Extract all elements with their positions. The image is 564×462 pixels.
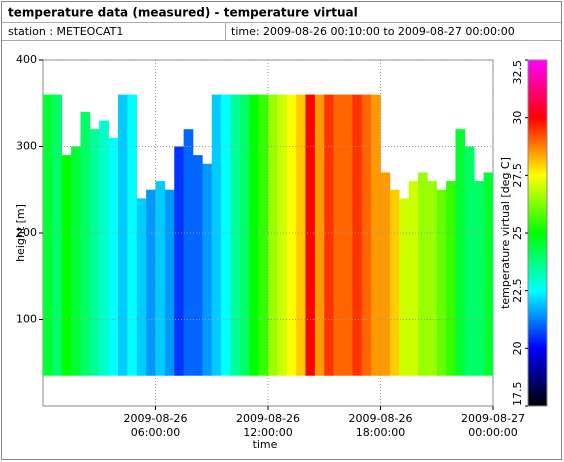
colorbar-tick-label: 27.5	[511, 163, 524, 188]
heat-cell	[249, 94, 259, 376]
heat-cell	[436, 189, 447, 376]
heat-cell	[230, 94, 241, 376]
station: station : METEOCAT1	[8, 25, 123, 38]
x-axis-label: time	[253, 438, 278, 451]
colorbar-tick-label: 22.5	[511, 278, 524, 303]
heat-cell	[183, 129, 194, 376]
y-tick-label: 300	[16, 140, 37, 153]
heat-cell	[296, 94, 306, 376]
heat-cell	[446, 181, 456, 376]
colorbar-tick-label: 25	[511, 226, 524, 240]
y-tick-label: 100	[16, 313, 37, 326]
x-tick-label: 2009-08-27	[461, 412, 525, 425]
colorbar-tick-label: 30	[511, 111, 524, 125]
heat-cell	[333, 94, 344, 376]
x-tick-label: 2009-08-26	[124, 412, 188, 425]
heat-cell	[455, 129, 466, 376]
heat-cell	[343, 94, 353, 376]
heat-cell	[324, 94, 334, 376]
colorbar-tick-label: 32.5	[511, 60, 524, 85]
colorbar-tick-label: 17.5	[511, 382, 524, 407]
x-tick-label: 2009-08-26	[236, 412, 300, 425]
heat-cell	[61, 155, 72, 376]
heat-cell	[408, 181, 419, 376]
time-range: time: 2009-08-26 00:10:00 to 2009-08-27 …	[231, 25, 515, 38]
heat-cell	[314, 94, 325, 376]
heat-cell	[221, 94, 231, 376]
y-tick-label: 200	[16, 226, 37, 239]
heat-cell	[483, 172, 494, 376]
heat-cell	[164, 189, 175, 376]
heat-cell	[239, 94, 250, 376]
heat-cell	[43, 94, 53, 376]
x-tick-label: 2009-08-26	[349, 412, 413, 425]
x-tick-label: 12:00:00	[243, 426, 292, 439]
heat-cell	[80, 111, 91, 376]
heat-cell	[211, 94, 222, 376]
heat-cell	[371, 94, 381, 376]
colorbar	[527, 59, 548, 407]
heat-cell	[118, 94, 128, 376]
heat-cell	[136, 198, 147, 376]
heat-cell	[258, 94, 269, 376]
heat-cell	[361, 94, 372, 376]
heat-cell	[427, 181, 438, 376]
heat-cell	[286, 94, 297, 376]
heat-cell	[193, 155, 203, 376]
heat-cell	[89, 129, 100, 376]
heat-cell	[418, 172, 428, 376]
heat-cell	[474, 181, 484, 376]
heat-cell	[399, 198, 409, 376]
x-tick-label: 06:00:00	[131, 426, 180, 439]
y-axis-label: height [m]	[14, 204, 27, 262]
heat-cell	[127, 94, 138, 376]
heat-cell	[268, 94, 278, 376]
chart-title: temperature data (measured) - temperatur…	[8, 6, 358, 20]
heat-cell	[464, 146, 475, 376]
heat-cell	[174, 146, 184, 376]
heat-cell	[146, 189, 156, 376]
y-tick-label: 400	[16, 53, 37, 66]
x-tick-label: 00:00:00	[468, 426, 517, 439]
colorbar-label: temperature virtual [deg C]	[499, 157, 512, 309]
colorbar-tick-label: 20	[511, 341, 524, 355]
heat-cell	[71, 146, 81, 376]
heat-cell	[155, 181, 166, 376]
heat-cell	[380, 172, 391, 376]
heat-cell	[99, 120, 109, 376]
heat-cell	[305, 94, 316, 376]
heat-cell	[108, 137, 119, 376]
heat-cell	[277, 94, 288, 376]
heat-cell	[202, 163, 213, 376]
heat-cell	[52, 94, 63, 376]
heat-cell	[389, 189, 400, 376]
heat-cell	[352, 94, 363, 376]
x-tick-label: 18:00:00	[356, 426, 405, 439]
